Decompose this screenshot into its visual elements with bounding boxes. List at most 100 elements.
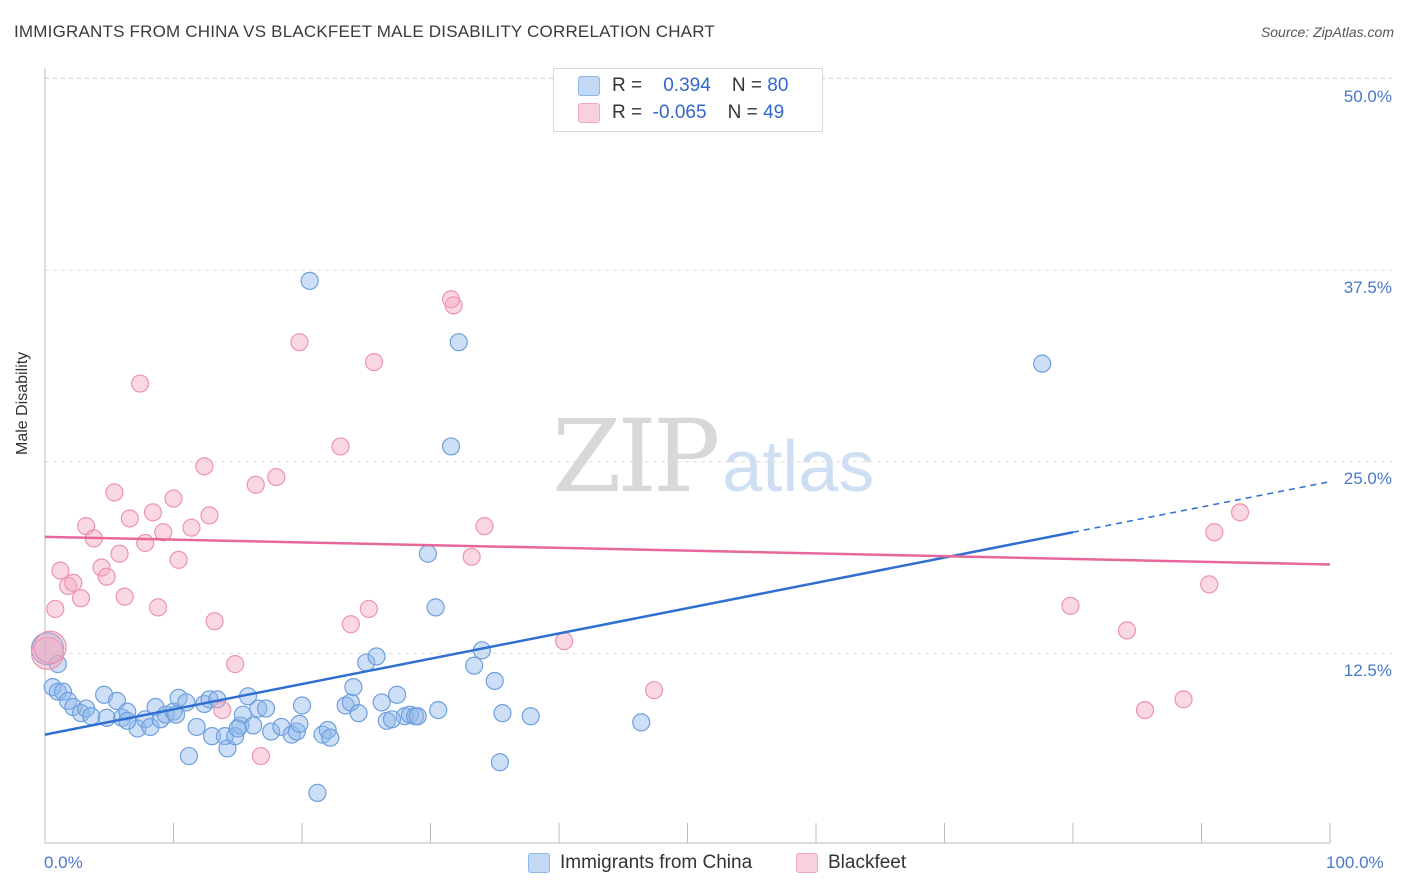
data-point-blackfeet [1205, 523, 1224, 542]
data-point-blackfeet [97, 567, 116, 586]
data-point-china [308, 783, 327, 802]
bottom-legend-label: Blackfeet [828, 852, 907, 873]
data-point-blackfeet [1230, 503, 1250, 522]
data-point-blackfeet [555, 632, 574, 651]
data-point-china [249, 699, 268, 718]
data-point-china [202, 727, 222, 746]
trendline-blackfeet [44, 535, 1331, 566]
data-point-blackfeet [164, 489, 183, 508]
data-point-china [465, 656, 484, 675]
legend-row-blackfeet: R = -0.065 N = 49 [578, 102, 784, 124]
data-point-china [292, 696, 312, 715]
data-point-blackfeet [105, 483, 124, 502]
data-point-blackfeet [213, 700, 232, 720]
data-point-china [490, 753, 509, 772]
data-point-blackfeet [226, 655, 245, 674]
legend-n-value: 49 [763, 102, 785, 123]
data-point-blackfeet [644, 681, 664, 700]
data-point-china [441, 437, 461, 456]
legend-row-china: R = 0.394 N = 80 [578, 75, 788, 97]
watermark: ZIPatlas [552, 398, 874, 515]
y-axis-label: Male Disability [14, 351, 31, 455]
watermark-zip: ZIP [552, 398, 720, 515]
data-point-blackfeet [359, 599, 378, 619]
y-tick-label: 25.0% [1343, 469, 1392, 488]
data-point-blackfeet [441, 290, 461, 309]
trendline-china-extension [1072, 480, 1331, 534]
source-label: Source: ZipAtlas.com [1260, 24, 1394, 40]
data-point-blackfeet [46, 599, 65, 619]
data-point-china [141, 717, 160, 737]
data-point-china [426, 598, 445, 617]
watermark-atlas: atlas [722, 427, 875, 507]
bottom-legend-blackfeet: Blackfeet [796, 852, 906, 874]
data-point-blackfeet [364, 353, 384, 372]
correlation-legend: R = 0.394 N = 80 R = -0.065 N = 49 [553, 68, 823, 132]
data-point-blackfeet [64, 573, 83, 592]
data-point-blackfeet [290, 333, 309, 352]
data-point-blackfeet [205, 612, 224, 631]
data-point-blackfeet [120, 509, 139, 528]
data-point-china [632, 713, 651, 732]
x-tick-label: 100.0% [1326, 853, 1384, 872]
data-point-china [256, 699, 276, 718]
data-point-china [429, 700, 448, 720]
data-point-blackfeet [200, 506, 219, 525]
x-tick-label: 0.0% [44, 853, 83, 872]
data-point-china [321, 728, 340, 747]
legend-r-label: R = [612, 102, 643, 123]
data-point-china [367, 647, 386, 666]
data-point-blackfeet [1061, 596, 1080, 615]
data-point-china [290, 714, 309, 733]
data-point-blackfeet [341, 615, 360, 634]
data-point-china [372, 693, 391, 712]
data-point-blackfeet [33, 630, 67, 664]
data-point-china [408, 707, 427, 726]
legend-swatch-blackfeet [578, 102, 600, 123]
data-point-china [493, 704, 512, 723]
data-point-blackfeet [115, 587, 134, 606]
legend-r-value: 0.394 [663, 75, 711, 96]
data-point-blackfeet [51, 561, 70, 580]
legend-n-value: 80 [767, 75, 789, 96]
data-point-china [1033, 354, 1052, 373]
data-point-china [228, 719, 247, 738]
data-point-china [187, 717, 206, 737]
legend-n-label: N = [727, 102, 758, 123]
legend-r-value: -0.065 [652, 102, 707, 123]
data-point-china [449, 333, 468, 352]
bottom-legend-china: Immigrants from China [528, 852, 752, 874]
data-point-blackfeet [1135, 700, 1155, 720]
data-point-china [344, 678, 363, 697]
legend-n-label: N = [731, 75, 763, 96]
data-point-blackfeet [251, 746, 270, 766]
data-point-china [382, 710, 402, 729]
data-point-blackfeet [71, 589, 91, 608]
legend-swatch-china [578, 75, 600, 96]
data-point-china [53, 682, 73, 701]
data-point-china [82, 707, 101, 726]
data-point-blackfeet [1174, 690, 1193, 709]
y-tick-label: 12.5% [1343, 661, 1392, 680]
data-point-blackfeet [92, 558, 111, 577]
bottom-legend-label: Immigrants from China [560, 852, 753, 873]
y-tick-label: 50.0% [1343, 87, 1392, 106]
data-point-blackfeet [136, 533, 155, 553]
data-point-blackfeet [331, 437, 350, 456]
data-point-blackfeet [130, 374, 150, 393]
data-point-blackfeet [169, 550, 188, 569]
chart-title: IMMIGRANTS FROM CHINA VS BLACKFEET MALE … [14, 22, 715, 41]
bottom-legend-swatch-china [528, 852, 550, 873]
data-point-blackfeet [475, 517, 494, 536]
data-point-china [244, 716, 263, 735]
data-point-blackfeet [195, 457, 214, 476]
data-point-china [387, 685, 407, 704]
data-point-china [48, 682, 67, 701]
data-point-blackfeet [59, 576, 78, 596]
data-point-china [485, 671, 504, 691]
data-point-china [231, 716, 250, 735]
data-point-blackfeet [30, 636, 65, 670]
data-point-china [30, 632, 65, 666]
data-point-china [418, 544, 438, 563]
